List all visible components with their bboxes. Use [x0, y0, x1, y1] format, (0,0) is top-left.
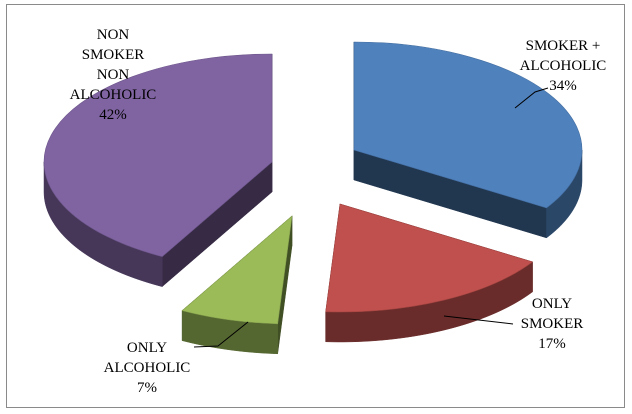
- slice-label: SMOKER + ALCOHOLIC 34%: [520, 38, 607, 94]
- slice-label: ONLY SMOKER 17%: [521, 296, 584, 352]
- pie-slice: [181, 215, 293, 355]
- slice-label: ONLY ALCOHOLIC 7%: [104, 340, 191, 396]
- pie-slice: [353, 41, 583, 239]
- pie-slice: [43, 53, 273, 288]
- leader-line: [193, 321, 249, 348]
- pie-slice: [325, 203, 534, 343]
- leader-line: [514, 87, 549, 109]
- slice-label: NON SMOKER NON ALCOHOLIC 42%: [70, 27, 157, 123]
- leader-line: [443, 315, 514, 325]
